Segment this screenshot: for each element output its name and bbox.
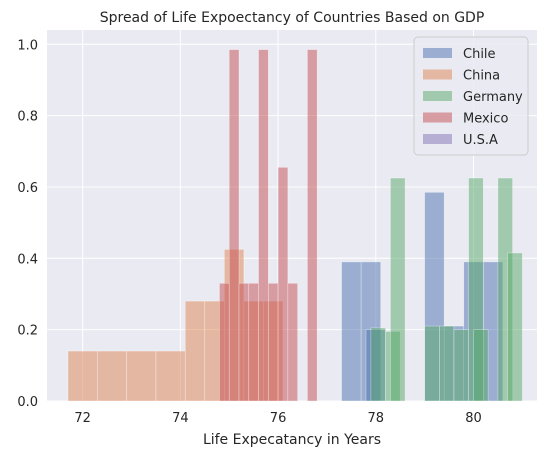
- bar-germany: [507, 252, 523, 402]
- bar-mexico: [248, 282, 259, 402]
- legend-swatch: [423, 69, 452, 80]
- bar-china: [126, 350, 157, 402]
- legend-label: Germany: [463, 90, 523, 105]
- histogram-bars: [67, 49, 523, 402]
- y-tick-label: 0.2: [17, 324, 38, 339]
- bar-germany: [438, 325, 455, 402]
- chart-title: Spread of Life Expoectancy of Countries …: [100, 10, 485, 26]
- legend-swatch: [423, 112, 452, 123]
- y-tick-label: 1.0: [17, 38, 38, 53]
- bar-china: [155, 350, 186, 402]
- x-tick-label: 74: [172, 411, 189, 426]
- bar-germany: [370, 327, 386, 402]
- bar-germany: [453, 329, 469, 402]
- y-axis-ticks: 0.0 0.2 0.4 0.6 0.8 1.0: [17, 38, 38, 410]
- legend-label: Mexico: [463, 112, 508, 127]
- y-tick-label: 0.0: [17, 395, 38, 410]
- legend-label: Chile: [463, 47, 496, 62]
- bar-mexico: [258, 49, 269, 402]
- bar-chile: [341, 261, 362, 402]
- y-tick-label: 0.6: [17, 181, 38, 196]
- bar-mexico: [277, 167, 289, 402]
- x-tick-label: 76: [270, 411, 287, 426]
- x-axis-label: Life Expecatancy in Years: [203, 432, 381, 448]
- bar-china: [67, 350, 98, 402]
- x-axis-ticks: 72 74 76 78 80: [74, 411, 481, 426]
- bar-mexico: [287, 282, 298, 402]
- bar-china: [97, 350, 127, 402]
- bar-germany: [390, 177, 406, 402]
- bar-mexico: [307, 49, 318, 402]
- bar-mexico: [228, 49, 240, 402]
- legend-swatch: [423, 134, 452, 144]
- legend: Chile China Germany Mexico U.S.A: [413, 36, 529, 156]
- x-tick-label: 78: [368, 411, 385, 426]
- y-tick-label: 0.4: [17, 252, 38, 267]
- legend-label: U.S.A: [463, 133, 498, 148]
- legend-label: China: [463, 69, 500, 84]
- bar-china: [184, 300, 206, 402]
- bar-mexico: [238, 282, 250, 402]
- legend-swatch: [423, 91, 452, 101]
- y-tick-label: 0.8: [17, 110, 38, 125]
- bar-mexico: [268, 282, 279, 402]
- x-tick-label: 80: [465, 411, 482, 426]
- legend-swatch: [423, 48, 452, 58]
- bar-germany: [424, 325, 440, 402]
- legend-box: [413, 36, 529, 156]
- bar-germany: [473, 329, 489, 402]
- bar-mexico: [219, 282, 230, 402]
- x-tick-label: 72: [74, 411, 91, 426]
